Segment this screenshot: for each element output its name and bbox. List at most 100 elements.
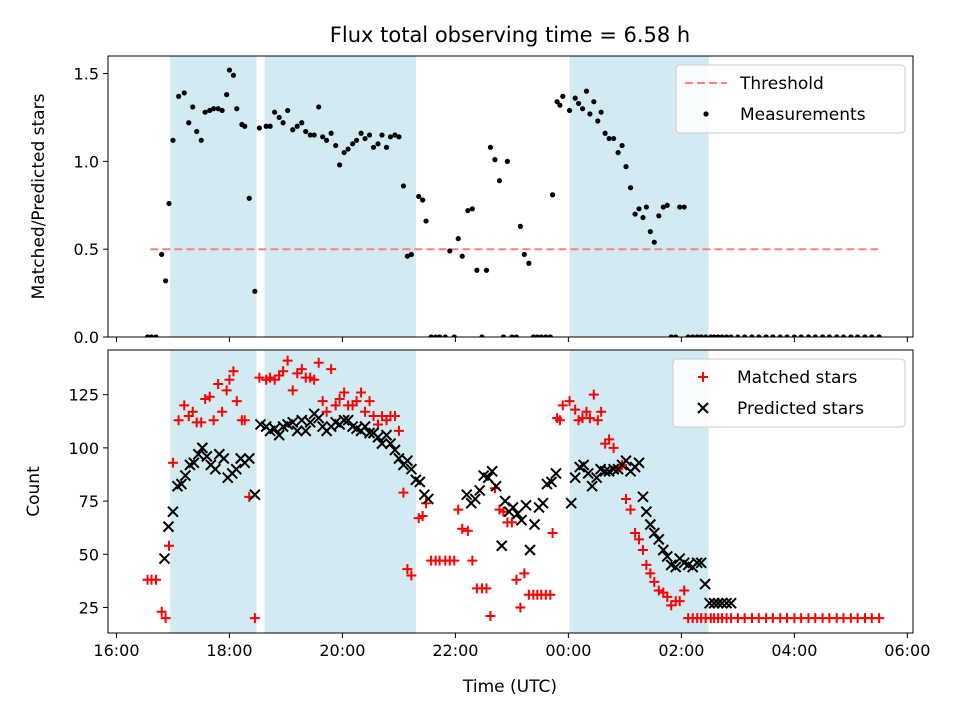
data-point <box>570 404 581 415</box>
data-point <box>170 137 176 143</box>
data-point <box>621 493 632 504</box>
data-point <box>268 423 281 435</box>
data-point <box>449 555 460 566</box>
data-point <box>791 334 797 337</box>
data-point <box>506 517 517 528</box>
data-point <box>198 137 204 143</box>
data-point <box>543 334 549 337</box>
data-point <box>632 211 638 217</box>
data-point <box>186 120 192 126</box>
data-point <box>379 132 385 138</box>
data-point <box>521 251 527 258</box>
data-point <box>547 527 558 538</box>
data-point <box>679 585 690 596</box>
data-point <box>623 164 629 170</box>
data-point <box>190 104 196 110</box>
data-point <box>582 467 594 480</box>
data-point <box>179 469 192 482</box>
data-point <box>874 613 885 624</box>
data-point <box>278 366 289 377</box>
data-point <box>636 206 642 212</box>
ratio-panel: 0.0 0.5 1.0 1.5 Matched/Predicted stars Thres… <box>29 55 914 347</box>
data-point <box>490 480 502 492</box>
data-point <box>368 410 379 421</box>
data-point <box>596 406 607 417</box>
data-point <box>876 334 882 337</box>
data-point <box>375 141 381 147</box>
data-point <box>282 355 293 366</box>
data-point <box>534 334 540 337</box>
x-tick-label: 04:00 <box>771 641 817 660</box>
data-point <box>620 454 632 467</box>
data-point <box>219 107 225 114</box>
data-point <box>234 106 240 112</box>
data-point <box>287 385 298 396</box>
data-point <box>498 506 509 517</box>
data-point <box>273 429 285 441</box>
data-point <box>389 410 400 421</box>
data-point <box>467 555 478 566</box>
legend: Threshold Measurements <box>675 64 906 134</box>
data-point <box>653 533 665 546</box>
data-point <box>420 197 426 203</box>
data-point <box>634 534 645 545</box>
data-point <box>252 288 258 294</box>
data-point <box>296 414 308 426</box>
data-point <box>360 406 371 417</box>
data-point <box>326 364 337 375</box>
data-point <box>719 334 725 337</box>
data-point <box>756 334 762 337</box>
data-point <box>376 437 388 450</box>
data-point <box>587 111 593 117</box>
y-tick-label: 0.5 <box>74 240 99 259</box>
data-point <box>402 564 413 575</box>
data-point <box>602 130 608 136</box>
data-point <box>648 527 660 539</box>
data-point <box>291 425 303 437</box>
data-point <box>148 334 155 337</box>
data-point <box>586 480 598 492</box>
data-point <box>294 123 300 129</box>
data-point <box>231 396 242 407</box>
data-point <box>217 406 228 417</box>
legend-frame <box>675 64 906 134</box>
data-point <box>644 518 657 531</box>
data-point <box>703 597 716 609</box>
data-point <box>334 393 345 404</box>
data-point <box>167 457 178 468</box>
data-point <box>511 574 522 585</box>
data-point <box>263 123 269 129</box>
data-point <box>447 248 453 254</box>
data-point <box>364 396 375 407</box>
data-point <box>496 178 503 184</box>
x-tick-label: 16:00 <box>93 641 139 660</box>
data-point <box>619 142 625 149</box>
data-point <box>485 610 496 621</box>
data-point <box>640 506 653 518</box>
data-point <box>577 459 590 471</box>
data-point <box>230 463 242 475</box>
data-point <box>526 260 532 266</box>
data-point <box>805 334 812 337</box>
data-point <box>469 206 475 212</box>
data-point <box>345 146 351 152</box>
data-point <box>728 334 734 337</box>
data-point <box>564 396 575 407</box>
legend-frame <box>672 358 906 428</box>
data-point <box>313 357 324 368</box>
data-point <box>366 132 373 138</box>
data-point <box>749 334 755 337</box>
data-point <box>509 334 515 337</box>
data-point <box>387 134 394 140</box>
data-point <box>507 501 519 514</box>
data-point <box>272 109 278 115</box>
data-point <box>869 334 875 337</box>
data-point <box>511 508 524 520</box>
y-tick-label: 50 <box>79 545 99 564</box>
data-point <box>422 493 435 505</box>
data-point <box>662 591 673 602</box>
data-point <box>290 127 296 133</box>
data-point <box>720 597 733 609</box>
data-point <box>703 334 709 337</box>
data-point <box>604 434 615 445</box>
